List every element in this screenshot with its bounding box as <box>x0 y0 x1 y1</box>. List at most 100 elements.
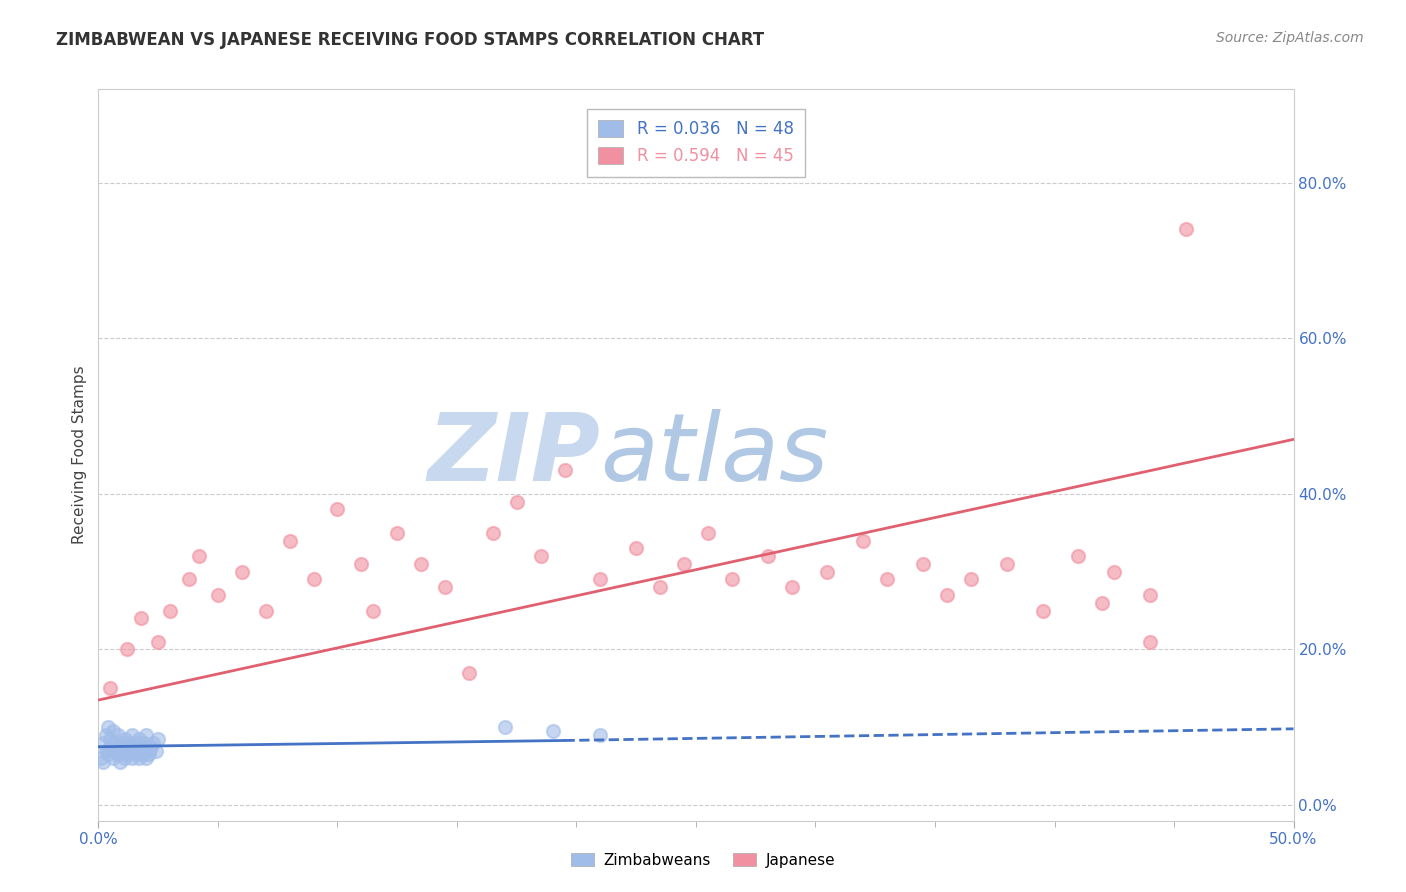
Point <box>132 736 155 750</box>
Point <box>98 739 122 754</box>
Point <box>995 557 1018 571</box>
Point <box>114 751 136 765</box>
Point <box>506 494 529 508</box>
Point <box>960 573 983 587</box>
Point <box>114 731 136 746</box>
Point <box>108 739 131 754</box>
Point <box>815 565 838 579</box>
Point <box>541 724 564 739</box>
Point <box>94 743 117 757</box>
Point <box>187 549 209 563</box>
Point <box>1175 222 1198 236</box>
Point <box>97 720 120 734</box>
Point <box>104 743 127 757</box>
Point <box>115 642 138 657</box>
Point <box>648 580 672 594</box>
Point <box>111 743 134 757</box>
Point <box>101 724 124 739</box>
Point <box>111 736 134 750</box>
Point <box>876 573 898 587</box>
Point <box>697 525 720 540</box>
Point <box>434 580 457 594</box>
Legend: R = 0.036   N = 48, R = 0.594   N = 45: R = 0.036 N = 48, R = 0.594 N = 45 <box>586 109 806 177</box>
Point <box>115 747 138 762</box>
Point <box>121 728 143 742</box>
Point <box>131 743 153 757</box>
Point <box>673 557 696 571</box>
Point <box>135 728 157 742</box>
Point <box>148 731 170 746</box>
Point <box>118 736 141 750</box>
Text: ZIMBABWEAN VS JAPANESE RECEIVING FOOD STAMPS CORRELATION CHART: ZIMBABWEAN VS JAPANESE RECEIVING FOOD ST… <box>56 31 765 49</box>
Point <box>128 751 150 765</box>
Y-axis label: Receiving Food Stamps: Receiving Food Stamps <box>72 366 87 544</box>
Point <box>481 525 505 540</box>
Point <box>145 743 167 757</box>
Text: ZIP: ZIP <box>427 409 600 501</box>
Point <box>302 573 325 587</box>
Point <box>530 549 553 563</box>
Point <box>363 603 385 617</box>
Point <box>138 743 160 757</box>
Point <box>626 541 648 556</box>
Point <box>780 580 803 594</box>
Point <box>179 573 201 587</box>
Point <box>1139 634 1161 648</box>
Point <box>125 747 148 762</box>
Point <box>721 573 744 587</box>
Point <box>411 557 433 571</box>
Point <box>91 736 114 750</box>
Point <box>589 573 612 587</box>
Point <box>1032 603 1054 617</box>
Point <box>125 736 148 750</box>
Point <box>458 665 481 680</box>
Point <box>1067 549 1090 563</box>
Point <box>128 731 150 746</box>
Point <box>118 743 141 757</box>
Point <box>852 533 875 548</box>
Legend: Zimbabweans, Japanese: Zimbabweans, Japanese <box>564 845 842 875</box>
Point <box>90 751 112 765</box>
Point <box>139 739 162 754</box>
Point <box>138 747 160 762</box>
Point <box>121 751 143 765</box>
Point <box>936 588 959 602</box>
Point <box>135 751 157 765</box>
Point <box>107 747 129 762</box>
Point <box>159 603 181 617</box>
Point <box>131 611 153 625</box>
Point <box>148 634 170 648</box>
Point <box>131 739 153 754</box>
Point <box>756 549 779 563</box>
Point <box>104 736 127 750</box>
Point <box>94 728 117 742</box>
Text: Source: ZipAtlas.com: Source: ZipAtlas.com <box>1216 31 1364 45</box>
Point <box>115 739 138 754</box>
Point <box>554 463 576 477</box>
Point <box>108 756 131 770</box>
Point <box>254 603 277 617</box>
Point <box>1091 596 1114 610</box>
Point <box>589 728 612 742</box>
Point <box>132 747 155 762</box>
Point <box>1139 588 1161 602</box>
Point <box>101 751 124 765</box>
Point <box>911 557 934 571</box>
Point <box>231 565 253 579</box>
Point <box>350 557 373 571</box>
Point <box>97 747 120 762</box>
Point <box>494 720 516 734</box>
Point <box>142 736 165 750</box>
Point <box>98 681 122 696</box>
Point <box>98 731 122 746</box>
Point <box>207 588 229 602</box>
Point <box>385 525 409 540</box>
Point <box>124 743 146 757</box>
Point <box>326 502 349 516</box>
Point <box>124 739 146 754</box>
Point <box>1104 565 1126 579</box>
Text: atlas: atlas <box>600 409 828 500</box>
Point <box>107 728 129 742</box>
Point <box>91 756 114 770</box>
Point <box>278 533 301 548</box>
